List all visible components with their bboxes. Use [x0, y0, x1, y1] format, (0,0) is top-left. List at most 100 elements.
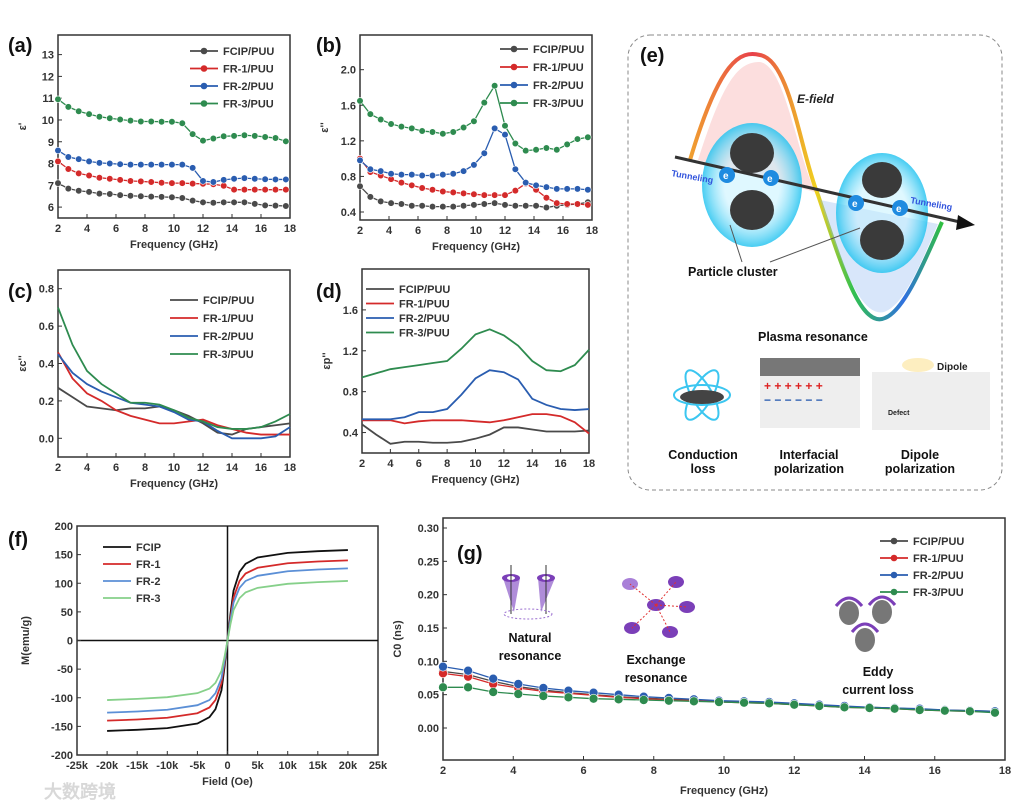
data-point	[261, 175, 269, 183]
x-tick-label: 12	[499, 225, 511, 237]
data-point	[137, 117, 145, 126]
legend-label: FCIP	[136, 542, 161, 554]
x-tick-label: 16	[255, 223, 267, 235]
electron-label: e	[767, 174, 773, 185]
data-point	[511, 187, 519, 195]
interfacial-polarization-icon: + + + + + + − − − − − −	[760, 358, 860, 428]
legend-label: FR-2/PUU	[399, 313, 450, 325]
mechanism-diagram: (e) e e e e E-field Tunneling Tunneling …	[627, 34, 1003, 491]
y-axis-title: εp''	[321, 352, 333, 370]
electron-label: e	[723, 171, 729, 182]
e-field-wave	[688, 52, 944, 322]
data-point	[85, 171, 93, 180]
data-point	[408, 124, 416, 132]
legend-label: FR-3	[136, 593, 160, 605]
y-tick-label: 7	[48, 180, 54, 192]
data-point	[459, 123, 468, 132]
x-tick-label: 14	[226, 223, 239, 235]
legend-label: FCIP/PUU	[399, 284, 450, 296]
data-point	[126, 117, 135, 125]
x-tick-label: 12	[197, 223, 209, 235]
legend-marker	[510, 63, 518, 71]
data-point	[377, 115, 385, 124]
x-tick-label: 20k	[339, 760, 358, 772]
data-point	[501, 191, 509, 199]
data-point	[714, 697, 724, 707]
data-point	[511, 139, 519, 148]
y-axis-title: ε'	[17, 122, 29, 130]
conduction-loss-label: Conduction	[668, 448, 737, 462]
data-point	[418, 171, 426, 180]
y-tick-label: 0.4	[341, 207, 357, 219]
chart-c: 2 4 6 8 10 12 14 16 18 0.0 0.2 0.4 0.6 0.8 Frequency (…	[17, 269, 296, 490]
data-point	[532, 146, 540, 154]
data-point	[449, 188, 457, 197]
data-point	[439, 187, 447, 196]
data-point	[271, 186, 280, 194]
legend-marker	[890, 537, 898, 545]
data-point	[168, 193, 176, 201]
data-point	[501, 131, 509, 139]
data-point	[126, 177, 135, 185]
data-point	[459, 189, 468, 197]
data-point	[54, 179, 62, 187]
exchange-resonance-illustration	[622, 576, 695, 638]
data-point	[209, 134, 217, 143]
data-point	[271, 201, 280, 210]
data-point	[470, 201, 478, 209]
chart-d: 2 4 6 8 10 12 14 16 18 0.4 0.8 1.2 1.6 Frequency (GHz…	[321, 268, 595, 486]
y-tick-label: 0.0	[39, 433, 54, 445]
legend-label: FR-1/PUU	[913, 553, 964, 565]
data-point	[408, 171, 416, 179]
legend-label: FR-1/PUU	[399, 299, 450, 311]
x-tick-label: 12	[788, 765, 800, 777]
data-point	[356, 182, 364, 190]
data-point	[178, 194, 186, 202]
data-point	[513, 689, 524, 699]
data-point	[282, 175, 290, 184]
panel-label-g: (g)	[457, 543, 483, 565]
data-point	[839, 702, 850, 713]
series-line-fr-1-puu	[57, 351, 290, 436]
x-tick-label: 2	[357, 225, 363, 237]
data-point	[501, 201, 509, 209]
x-tick-label: -10k	[156, 760, 179, 772]
x-axis-title: Frequency (GHz)	[130, 239, 218, 251]
panel-label-f: (f)	[8, 529, 28, 551]
data-point	[168, 118, 176, 126]
data-point	[147, 161, 155, 169]
series-line-fr-1-puu	[362, 413, 590, 435]
data-point	[64, 184, 72, 193]
data-point	[480, 200, 488, 208]
annotation-label: Natural	[508, 631, 551, 645]
x-tick-label: 0	[224, 760, 230, 772]
panel-label-c: (c)	[8, 281, 32, 303]
y-tick-label: 0	[67, 636, 73, 648]
legend-label: FR-3/PUU	[399, 328, 450, 340]
y-tick-label: -200	[51, 750, 73, 762]
x-tick-label: 12	[498, 458, 510, 470]
data-point	[814, 701, 825, 711]
data-point	[137, 192, 145, 200]
legend-marker	[510, 45, 518, 53]
x-tick-label: 8	[142, 223, 148, 235]
data-point	[95, 113, 104, 121]
dipole-polarization-label: Dipole	[901, 448, 939, 462]
data-point	[356, 156, 364, 165]
data-point	[889, 703, 900, 714]
data-point	[137, 161, 145, 169]
interfacial-polarization-label: Interfacial	[779, 448, 838, 462]
x-tick-label: 5k	[251, 760, 264, 772]
panel-label-a: (a)	[8, 35, 32, 57]
series-line-fr-3-puu	[361, 328, 590, 379]
legend-label: FR-3/PUU	[913, 587, 964, 599]
data-point	[95, 190, 104, 198]
x-axis-title: Frequency (GHz)	[680, 785, 768, 797]
data-point	[75, 169, 83, 177]
data-point	[230, 186, 238, 194]
series-line-fr-3-puu	[57, 307, 291, 430]
data-point	[532, 181, 540, 189]
data-point	[64, 103, 72, 111]
panel-label-b: (b)	[316, 35, 342, 57]
x-tick-label: 6	[415, 225, 421, 237]
